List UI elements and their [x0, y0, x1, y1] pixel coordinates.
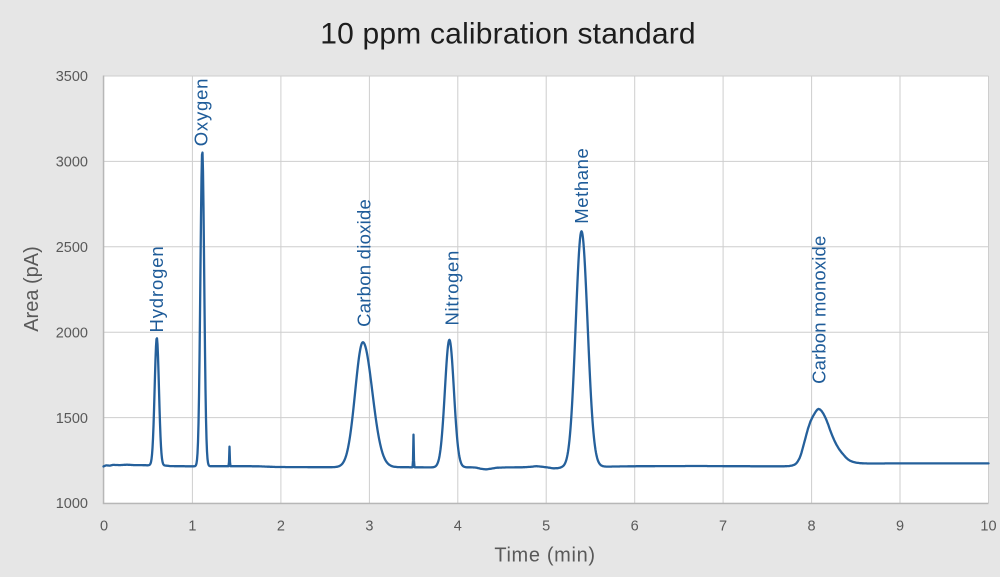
svg-text:Oxygen: Oxygen [190, 78, 211, 147]
svg-text:2: 2 [277, 519, 285, 535]
svg-text:Time (min): Time (min) [494, 545, 595, 567]
svg-text:1000: 1000 [56, 496, 88, 512]
svg-text:Area (pA): Area (pA) [21, 246, 43, 332]
svg-text:8: 8 [808, 519, 816, 535]
svg-text:Carbon monoxide: Carbon monoxide [808, 236, 829, 384]
svg-text:3: 3 [365, 519, 373, 535]
svg-text:10 ppm calibration standard: 10 ppm calibration standard [320, 18, 696, 51]
svg-text:3500: 3500 [56, 69, 88, 85]
svg-text:2500: 2500 [56, 240, 88, 256]
svg-text:5: 5 [542, 519, 550, 535]
svg-text:6: 6 [631, 519, 639, 535]
svg-text:Methane: Methane [571, 148, 592, 224]
svg-text:Nitrogen: Nitrogen [441, 250, 462, 326]
svg-text:10: 10 [980, 519, 996, 535]
svg-text:0: 0 [100, 519, 108, 535]
svg-text:1: 1 [188, 519, 196, 535]
svg-text:7: 7 [719, 519, 727, 535]
svg-text:3000: 3000 [56, 155, 88, 171]
svg-text:4: 4 [454, 519, 462, 535]
svg-text:Carbon dioxide: Carbon dioxide [353, 199, 374, 327]
svg-text:9: 9 [896, 519, 904, 535]
svg-text:1500: 1500 [56, 411, 88, 427]
svg-text:Hydrogen: Hydrogen [146, 245, 167, 332]
svg-text:2000: 2000 [56, 325, 88, 341]
